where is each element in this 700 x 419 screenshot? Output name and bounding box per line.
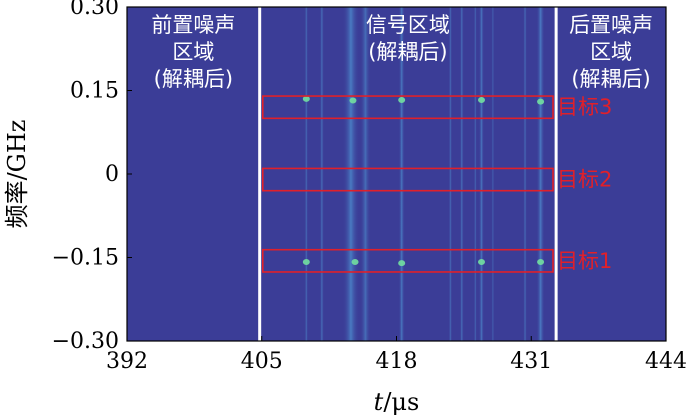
region-label-1-line-0: 信号区域 — [366, 13, 450, 37]
hot-spot-9 — [537, 258, 545, 265]
hot-spot-2 — [398, 96, 406, 103]
y-tick-label-2: 0 — [105, 162, 119, 187]
y-tick-label-4: −0.30 — [52, 329, 119, 354]
plot-area — [127, 7, 666, 341]
hot-spot-1 — [349, 97, 357, 104]
x-tick-label-3: 431 — [510, 349, 552, 374]
signal-stripe-3 — [360, 7, 371, 341]
hot-spots — [302, 95, 545, 267]
x-tick-label-1: 405 — [241, 349, 283, 374]
signal-stripe-0 — [304, 7, 309, 341]
plot-background — [127, 7, 666, 341]
target-label-3: 目标1 — [557, 249, 612, 273]
signal-stripe-10 — [523, 7, 527, 341]
target-box-3 — [261, 248, 554, 273]
signal-stripe-11 — [536, 7, 545, 341]
target-label-2: 目标2 — [557, 168, 612, 192]
x-axis-title-unit: /μs — [383, 388, 419, 416]
region-label-0-line-0: 前置噪声 — [151, 13, 235, 37]
region-label-0-line-2: (解耦后) — [154, 67, 233, 91]
region-label-1-line-1: (解耦后) — [368, 40, 447, 64]
target-label-1: 目标3 — [557, 95, 612, 119]
hot-spot-4 — [537, 98, 545, 105]
signal-stripes — [304, 7, 545, 341]
hot-spot-7 — [398, 260, 406, 267]
region-dividers — [258, 7, 558, 341]
target-boxes: 目标3 目标2 目标1 — [261, 95, 612, 273]
region-label-2-line-0: 后置噪声 — [569, 13, 653, 37]
target-box-1 — [261, 95, 554, 120]
hot-spot-3 — [477, 96, 485, 103]
target-box-2 — [261, 167, 554, 192]
hot-spot-0 — [302, 95, 310, 102]
signal-stripe-4 — [398, 7, 405, 341]
y-tick-label-1: 0.15 — [70, 79, 119, 104]
hot-spot-6 — [351, 258, 359, 265]
signal-stripe-2 — [342, 7, 360, 341]
signal-stripe-5 — [448, 7, 453, 341]
x-axis-title: t/μs — [374, 388, 420, 416]
signal-stripe-6 — [459, 7, 464, 341]
y-axis-title: 频率/GHz — [3, 120, 31, 229]
region-label-0-line-1: 区域 — [172, 40, 214, 64]
x-tick-label-0: 392 — [106, 349, 148, 374]
hot-spot-8 — [477, 258, 485, 265]
x-tick-label-4: 444 — [645, 349, 687, 374]
signal-stripe-7 — [473, 7, 477, 341]
y-tick-label-3: −0.15 — [52, 246, 119, 271]
x-axis-title-var: t — [374, 388, 384, 416]
signal-stripe-8 — [478, 7, 485, 341]
hot-spot-5 — [302, 258, 310, 265]
axes: 392 405 418 431 444 0.30 0.15 0 −0.15 −0.30 — [52, 0, 687, 374]
region-label-2-line-1: 区域 — [590, 40, 632, 64]
y-tick-label-0: 0.30 — [70, 0, 119, 20]
x-tick-label-2: 418 — [376, 349, 418, 374]
region-label-2-line-2: (解耦后) — [571, 67, 650, 91]
signal-stripe-9 — [491, 7, 495, 341]
signal-stripe-1 — [319, 7, 324, 341]
